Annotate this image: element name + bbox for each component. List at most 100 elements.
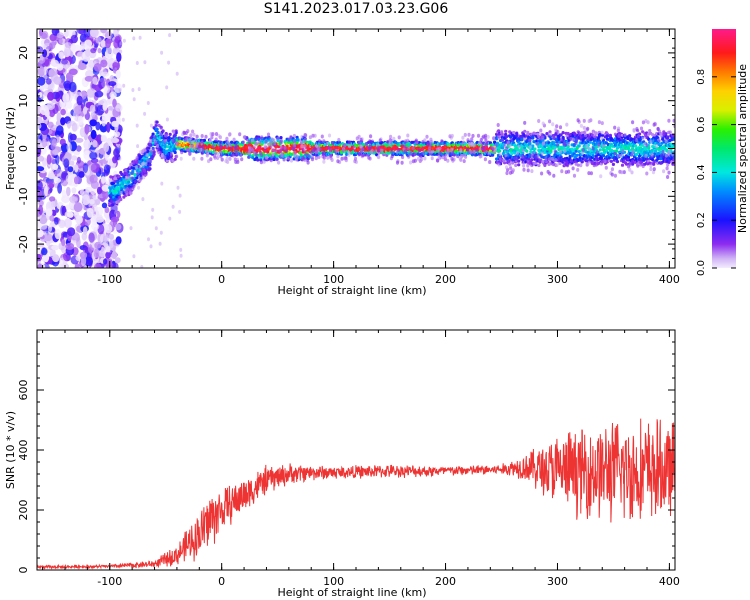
heatmap-cell bbox=[232, 137, 236, 142]
heatmap-cell bbox=[266, 132, 271, 137]
heatmap-cell bbox=[71, 187, 77, 194]
heatmap-cell bbox=[214, 132, 219, 136]
heatmap-cell bbox=[649, 167, 653, 172]
heatmap-cell bbox=[52, 163, 59, 170]
x-tick-label: -100 bbox=[97, 273, 122, 286]
heatmap-cell bbox=[201, 147, 205, 152]
heatmap-cell bbox=[147, 237, 150, 242]
heatmap-cell bbox=[566, 163, 570, 168]
heatmap-cell bbox=[207, 159, 211, 164]
heatmap-cell bbox=[645, 143, 649, 148]
heatmap-cell bbox=[131, 184, 135, 189]
heatmap-cell bbox=[667, 149, 671, 154]
heatmap-cell bbox=[37, 66, 45, 77]
heatmap-cell bbox=[322, 150, 326, 155]
heatmap-cell bbox=[61, 189, 67, 199]
heatmap-cell bbox=[204, 134, 208, 139]
heatmap-cell bbox=[520, 138, 524, 142]
heatmap-cell bbox=[234, 145, 238, 150]
heatmap-cell bbox=[579, 123, 584, 128]
heatmap-cell bbox=[515, 157, 519, 162]
heatmap-cell bbox=[151, 132, 155, 136]
heatmap-cell bbox=[586, 126, 590, 131]
heatmap-cell bbox=[533, 147, 537, 151]
heatmap-cell bbox=[151, 207, 155, 212]
heatmap-cell bbox=[58, 38, 63, 45]
heatmap-cell bbox=[430, 149, 434, 154]
heatmap-cell bbox=[78, 171, 85, 178]
heatmap-cell bbox=[459, 148, 463, 153]
heatmap-cell bbox=[64, 218, 72, 229]
heatmap-cell bbox=[67, 120, 76, 126]
heatmap-cell bbox=[548, 171, 552, 176]
heatmap-cell bbox=[183, 137, 188, 142]
heatmap-cell bbox=[303, 137, 307, 142]
heatmap-cell bbox=[287, 137, 291, 142]
heatmap-cell bbox=[159, 126, 163, 130]
heatmap-cell bbox=[576, 167, 580, 172]
heatmap-cell bbox=[374, 149, 378, 153]
heatmap-cell bbox=[105, 46, 112, 55]
heatmap-cell bbox=[469, 150, 473, 154]
heatmap-cell bbox=[263, 144, 267, 149]
heatmap-cell bbox=[247, 154, 251, 159]
heatmap-cell bbox=[555, 124, 559, 129]
heatmap-cell bbox=[53, 76, 62, 85]
heatmap-cell bbox=[66, 211, 74, 218]
heatmap-cell bbox=[149, 138, 153, 143]
heatmap-cell bbox=[219, 150, 223, 155]
heatmap-cell bbox=[142, 175, 146, 180]
heatmap-cell bbox=[200, 134, 204, 138]
heatmap-cell bbox=[662, 132, 666, 136]
heatmap-cell bbox=[76, 95, 83, 106]
heatmap-cell bbox=[108, 233, 115, 240]
heatmap-cell bbox=[601, 154, 606, 158]
heatmap-cell bbox=[408, 143, 412, 147]
heatmap-cell bbox=[67, 227, 76, 237]
heatmap-cell bbox=[390, 149, 394, 154]
heatmap-cell bbox=[179, 253, 183, 258]
heatmap-cell bbox=[155, 127, 159, 131]
heatmap-cell bbox=[38, 92, 43, 98]
heatmap-cell bbox=[264, 139, 268, 144]
heatmap-cell bbox=[130, 176, 134, 181]
heatmap-cell bbox=[73, 202, 83, 213]
heatmap-cell bbox=[661, 149, 665, 154]
heatmap-cell bbox=[160, 50, 164, 55]
heatmap-cell bbox=[104, 206, 110, 214]
heatmap-cell bbox=[359, 137, 363, 142]
heatmap-cell bbox=[530, 158, 534, 162]
heatmap-cell bbox=[127, 175, 131, 180]
heatmap-cell bbox=[597, 142, 601, 147]
heatmap-cell bbox=[135, 123, 139, 128]
heatmap-cell bbox=[89, 119, 97, 127]
heatmap-cell bbox=[179, 156, 183, 161]
heatmap-cell bbox=[265, 155, 269, 160]
heatmap-cell bbox=[55, 154, 60, 165]
heatmap-cell bbox=[171, 138, 175, 143]
heatmap-cell bbox=[148, 143, 152, 148]
heatmap-cell bbox=[602, 143, 606, 148]
heatmap-cell bbox=[526, 168, 530, 173]
heatmap-cell bbox=[330, 158, 334, 162]
heatmap-cell bbox=[77, 62, 87, 71]
heatmap-cell bbox=[348, 140, 352, 145]
heatmap-cell bbox=[650, 152, 654, 157]
heatmap-cell bbox=[212, 144, 216, 149]
heatmap-cell bbox=[138, 35, 142, 40]
heatmap-cell bbox=[112, 262, 119, 268]
heatmap-cell bbox=[516, 151, 520, 155]
heatmap-cell bbox=[426, 141, 430, 146]
heatmap-cell bbox=[541, 121, 545, 126]
heatmap-cell bbox=[56, 32, 64, 39]
heatmap-cell bbox=[251, 156, 255, 160]
heatmap-cell bbox=[165, 133, 169, 138]
heatmap-cell bbox=[168, 132, 172, 136]
heatmap-cell bbox=[60, 205, 65, 217]
heatmap-cell bbox=[58, 51, 64, 59]
heatmap-cell bbox=[58, 219, 66, 229]
heatmap-cell bbox=[192, 146, 196, 151]
heatmap-cell bbox=[76, 29, 85, 34]
heatmap-cell bbox=[440, 139, 444, 144]
